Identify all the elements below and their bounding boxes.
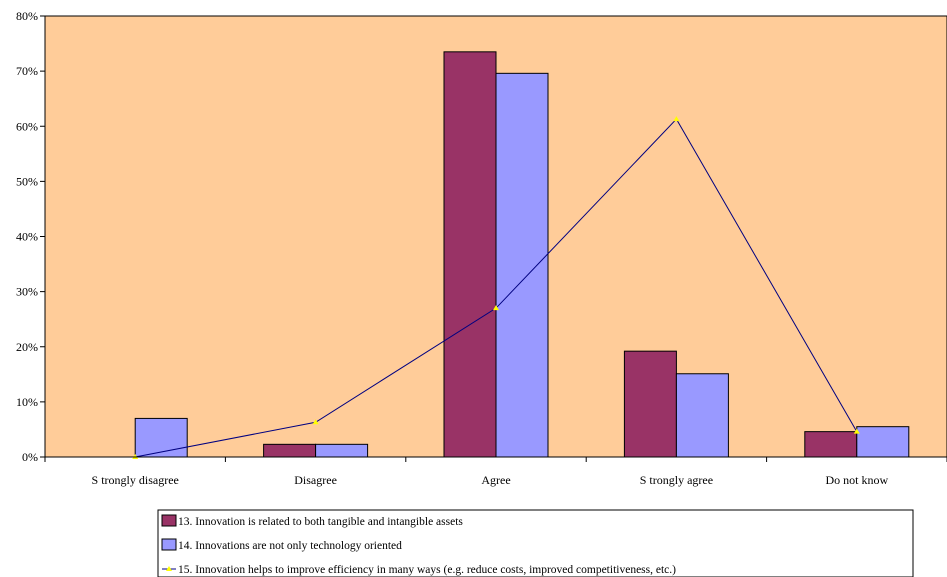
- legend-marker-series-15: [166, 566, 172, 571]
- line-layer: [132, 116, 860, 459]
- y-tick-label-50: 50%: [16, 174, 38, 188]
- legend-swatch-series-14: [161, 538, 177, 551]
- bars-layer: [134, 51, 910, 458]
- bar-series2-1: [315, 443, 369, 458]
- legend: 13. Innovation is related to both tangib…: [157, 509, 914, 577]
- y-tick-label-20: 20%: [16, 340, 38, 354]
- y-tick-label-70: 70%: [16, 64, 38, 78]
- bar-series1-1: [263, 443, 317, 458]
- y-tick-label-40: 40%: [16, 230, 38, 244]
- x-category-label-3: S trongly agree: [640, 473, 713, 487]
- bar-series2-2: [495, 72, 549, 458]
- bar-series2-4: [856, 426, 910, 458]
- line-point-2: [493, 305, 499, 311]
- legend-swatch-series-13: [161, 514, 177, 527]
- y-tick-label-80: 80%: [16, 9, 38, 23]
- bar-series1-2: [443, 51, 497, 458]
- legend-label-series-15: 15. Innovation helps to improve efficien…: [178, 564, 676, 576]
- axes: 0% 10% 20% 30% 40% 50% 60% 70% 80% S trongly disa…: [16, 9, 947, 487]
- bar-series2-0: [134, 417, 188, 458]
- x-category-label-2: Agree: [481, 473, 510, 487]
- line-point-3: [673, 116, 680, 122]
- y-tick-label-10: 10%: [16, 395, 38, 409]
- x-category-label-4: Do not know: [825, 473, 888, 487]
- x-category-label-0: S trongly disagree: [92, 473, 179, 487]
- y-tick-label-30: 30%: [16, 285, 38, 299]
- line-point-4: [853, 428, 860, 434]
- bar-series1-3: [623, 350, 677, 458]
- y-tick-label-60: 60%: [16, 119, 38, 133]
- bar-series1-4: [804, 431, 858, 458]
- legend-box: [157, 509, 914, 577]
- legend-label-series-14: 14. Innovations are not only technology …: [178, 540, 402, 552]
- legend-label-series-13: 13. Innovation is related to both tangib…: [178, 516, 463, 528]
- x-category-label-1: Disagree: [294, 473, 337, 487]
- line-point-1: [312, 419, 319, 425]
- bar-series2-3: [675, 373, 729, 458]
- y-tick-label-0: 0%: [22, 450, 38, 464]
